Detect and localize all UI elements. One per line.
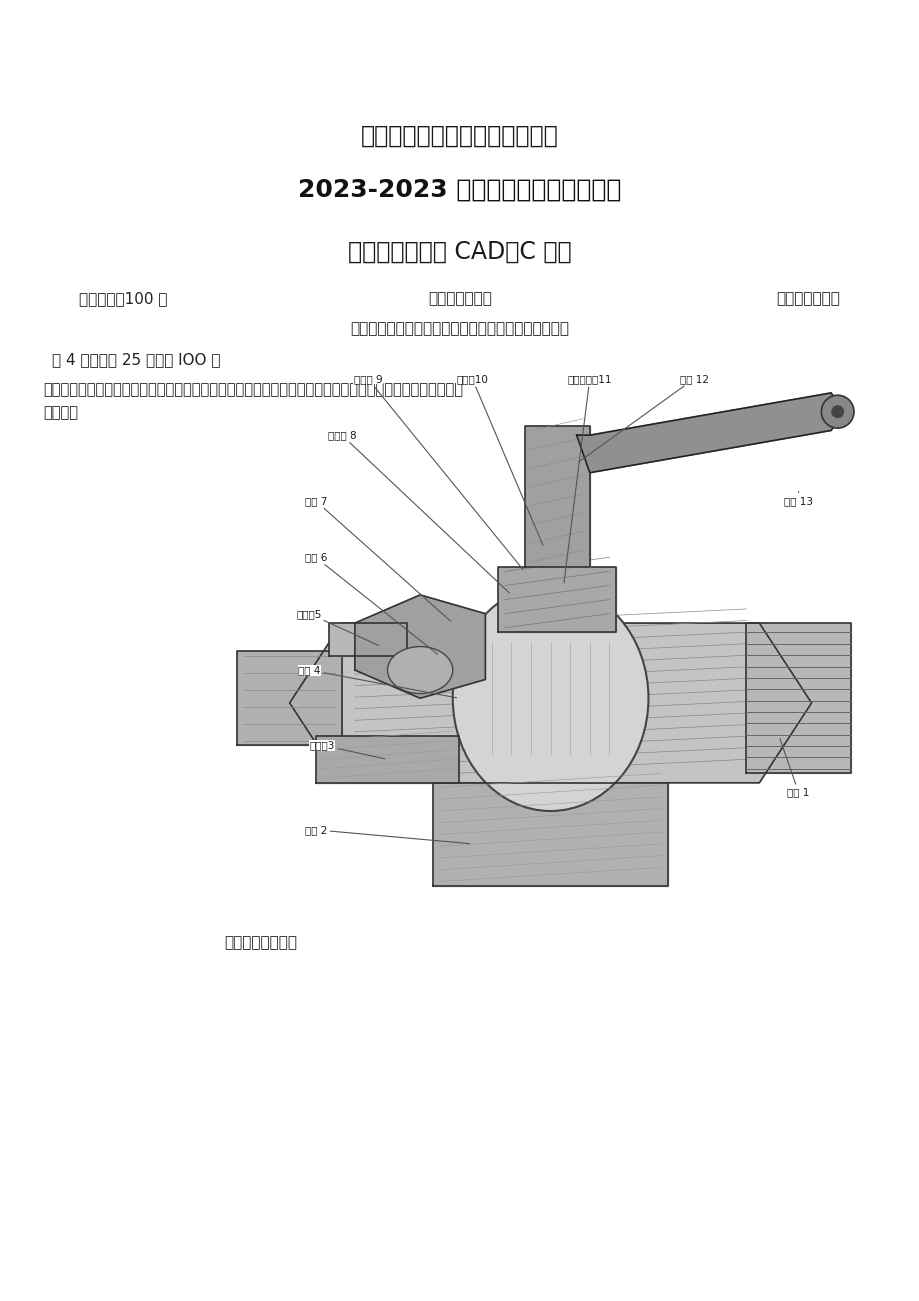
Text: 扳手 13: 扳手 13	[783, 492, 812, 506]
Text: 命题人：田绪东: 命题人：田绪东	[776, 291, 840, 307]
Text: 上填料10: 上填料10	[456, 373, 542, 545]
Polygon shape	[524, 425, 589, 567]
Polygon shape	[576, 393, 844, 472]
Text: （考生注意：答案写在答题纸上，写在试题纸上无效）: （考生注意：答案写在答题纸上，写在试题纸上无效）	[350, 321, 569, 336]
Text: 中堵料 9: 中堵料 9	[353, 373, 522, 570]
Text: 阀体 1: 阀体 1	[779, 739, 809, 798]
Polygon shape	[315, 736, 459, 783]
Polygon shape	[328, 623, 406, 656]
Ellipse shape	[452, 585, 648, 811]
Text: 阀盖 2: 阀盖 2	[304, 825, 469, 843]
Text: 阀芯 4: 阀芯 4	[298, 665, 456, 697]
Polygon shape	[355, 595, 485, 699]
Polygon shape	[289, 623, 811, 783]
Text: 填料压盖套11: 填料压盖套11	[563, 373, 611, 583]
Text: 螺柱 6: 螺柱 6	[304, 553, 437, 654]
Text: 密封圈3: 密封圈3	[310, 740, 384, 758]
Text: 填料垫 8: 填料垫 8	[327, 431, 509, 593]
Ellipse shape	[387, 647, 452, 693]
Polygon shape	[237, 652, 342, 745]
Text: 青岛科技大学高等学历继续教育: 青岛科技大学高等学历继续教育	[361, 124, 558, 147]
Text: 考核方式：闭卷: 考核方式：闭卷	[427, 291, 492, 307]
Text: 卷面满分：100 分: 卷面满分：100 分	[79, 291, 168, 307]
Polygon shape	[745, 623, 850, 773]
Polygon shape	[498, 567, 615, 632]
Text: 在限定的时间内，根据已给出的球阀轴测装配图、零件图和装配图，在看懂图纸的基础上，抄画各幅零件图与: 在限定的时间内，根据已给出的球阀轴测装配图、零件图和装配图，在看懂图纸的基础上，…	[43, 381, 462, 397]
Ellipse shape	[831, 406, 843, 418]
Text: 阀杆 12: 阀杆 12	[578, 373, 708, 462]
Text: 装配图。: 装配图。	[43, 405, 78, 420]
Text: 螺母 7: 螺母 7	[304, 496, 450, 622]
Text: 工业设计制图及 CAD（C 卷）: 工业设计制图及 CAD（C 卷）	[347, 239, 572, 264]
Text: 球阀的轴测装配图: 球阀的轴测装配图	[224, 935, 297, 950]
Ellipse shape	[821, 396, 853, 428]
Polygon shape	[433, 783, 667, 886]
Text: 2023-2023 学年第二学期大补考试题: 2023-2023 学年第二学期大补考试题	[298, 178, 621, 202]
Text: 共 4 题，每题 25 分，共 lOO 分: 共 4 题，每题 25 分，共 lOO 分	[52, 353, 221, 367]
Text: 调整垫5: 调整垫5	[296, 609, 378, 645]
